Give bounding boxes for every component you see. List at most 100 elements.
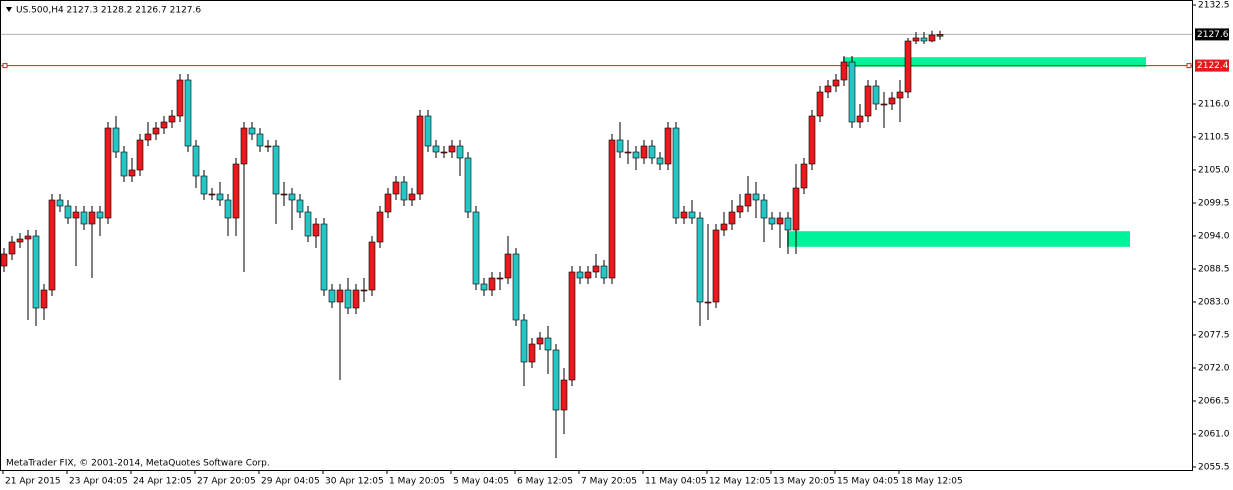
candle-body xyxy=(928,34,936,42)
y-tick-label: 2105.0 xyxy=(1198,166,1230,176)
candle-body xyxy=(112,127,120,153)
candle-body xyxy=(760,199,768,219)
level-handle xyxy=(2,63,8,69)
y-tick-label: 2066.5 xyxy=(1198,397,1230,407)
menu-arrow[interactable] xyxy=(6,7,12,12)
candle-body xyxy=(80,211,88,225)
candle-body xyxy=(536,337,544,345)
candle-body xyxy=(32,235,40,309)
x-tick-label: 13 May 20:05 xyxy=(773,477,835,487)
candle-body xyxy=(528,343,536,363)
x-tick-label: 27 Apr 20:05 xyxy=(197,477,256,487)
candle-body xyxy=(656,157,664,165)
candle-body xyxy=(792,187,800,231)
candle-body xyxy=(256,133,264,147)
candle-body xyxy=(408,193,416,201)
candle-body xyxy=(696,217,704,303)
candle-body xyxy=(224,199,232,219)
candle-body xyxy=(744,193,752,207)
candle-body xyxy=(304,211,312,237)
x-tick-label: 11 May 04:05 xyxy=(645,477,707,487)
candle-body xyxy=(680,211,688,219)
x-tick-label: 18 May 12:05 xyxy=(901,477,963,487)
y-tick-label: 2077.5 xyxy=(1198,331,1230,341)
candle-body xyxy=(480,283,488,291)
level-label: 2122.4 xyxy=(1197,61,1229,71)
candle-body xyxy=(464,157,472,213)
candle-body xyxy=(16,238,24,243)
candle-body xyxy=(816,91,824,117)
candle-body xyxy=(432,145,440,153)
candle-body xyxy=(896,91,904,99)
candle-body xyxy=(904,40,912,93)
candle-body xyxy=(288,193,296,201)
candle-body xyxy=(672,127,680,219)
candle-body xyxy=(856,115,864,123)
candle-body xyxy=(648,145,656,159)
y-tick-label: 2072.0 xyxy=(1198,364,1230,374)
candle-body xyxy=(24,235,32,240)
candle-body xyxy=(144,133,152,141)
candle-body xyxy=(208,193,216,196)
candle-body xyxy=(200,175,208,195)
y-tick-label: 2088.5 xyxy=(1198,265,1230,275)
candle-body xyxy=(616,139,624,153)
candle-body xyxy=(280,193,288,196)
x-tick-label: 23 Apr 04:05 xyxy=(69,477,128,487)
candle-body xyxy=(504,253,512,279)
candle-body xyxy=(520,319,528,363)
candle-body xyxy=(472,211,480,285)
candle-body xyxy=(776,217,784,225)
candle-body xyxy=(64,205,72,219)
zone xyxy=(787,231,1130,247)
candle-body xyxy=(264,145,272,148)
candle-body xyxy=(272,145,280,195)
candle-body xyxy=(240,127,248,165)
candle-body xyxy=(512,253,520,321)
candle-body xyxy=(720,223,728,231)
candle-body xyxy=(848,61,856,123)
candle-body xyxy=(72,211,80,219)
x-tick-label: 5 May 04:05 xyxy=(453,477,509,487)
x-tick-label: 12 May 12:05 xyxy=(709,477,771,487)
candle-body xyxy=(920,37,928,42)
chart-title: US.500,H4 2127.3 2128.2 2126.7 2127.6 xyxy=(16,6,201,16)
candle-body xyxy=(448,145,456,153)
x-tick-label: 24 Apr 12:05 xyxy=(133,477,192,487)
candle-body xyxy=(216,193,224,201)
candle-body xyxy=(96,211,104,219)
zone xyxy=(843,57,1146,67)
candle-body xyxy=(320,223,328,291)
candle-body xyxy=(496,277,504,280)
candle-body xyxy=(336,289,344,303)
candle-body xyxy=(560,379,568,411)
candle-body xyxy=(40,289,48,309)
candle-body xyxy=(712,229,720,303)
candle-body xyxy=(624,151,632,154)
candle-body xyxy=(104,127,112,219)
candle-body xyxy=(728,211,736,225)
candle-body xyxy=(48,199,56,291)
candle-body xyxy=(136,139,144,171)
y-tick-label: 2132.5 xyxy=(1198,1,1230,11)
level-label-box xyxy=(1195,59,1229,72)
candle-body xyxy=(832,79,840,87)
y-tick-label: 2110.5 xyxy=(1198,133,1230,143)
candle-body xyxy=(192,145,200,177)
candle-body xyxy=(872,85,880,105)
candle-body xyxy=(608,139,616,279)
candle-body xyxy=(800,163,808,189)
candle-body xyxy=(232,163,240,219)
candle-body xyxy=(664,127,672,165)
y-tick-label: 2061.0 xyxy=(1198,430,1230,440)
candle-body xyxy=(0,253,8,267)
candle-body xyxy=(88,211,96,225)
x-tick-label: 21 Apr 2015 xyxy=(5,477,61,487)
x-tick-label: 30 Apr 12:05 xyxy=(325,477,384,487)
x-tick-label: 1 May 20:05 xyxy=(389,477,445,487)
candle-body xyxy=(768,217,776,225)
candle-body xyxy=(576,271,584,279)
x-tick-label: 6 May 12:05 xyxy=(517,477,573,487)
